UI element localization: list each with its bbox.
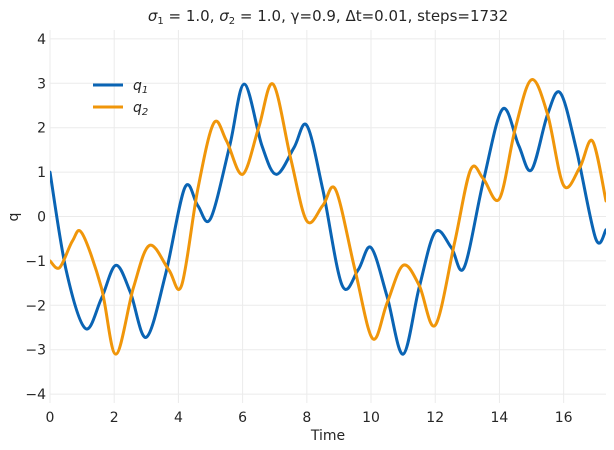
y-tick-label: 3 [37, 76, 46, 92]
series-line-q1 [50, 82, 606, 356]
y-tick-label: 4 [37, 32, 46, 48]
y-tick-label: 0 [37, 210, 46, 226]
series-line-q2 [50, 78, 606, 356]
x-tick-label: 8 [302, 410, 311, 426]
chart-title: σ1 = 1.0, σ2 = 1.0, γ=0.9, Δt=0.01, step… [148, 7, 508, 27]
y-axis-label: q [6, 213, 22, 222]
y-tick-labels: −4 −3 −2 −1 0 1 2 3 4 [25, 32, 46, 403]
x-axis-label: Time [310, 428, 345, 444]
x-tick-label: 6 [238, 410, 247, 426]
y-tick-label: −2 [25, 298, 46, 314]
x-tick-label: 0 [46, 410, 55, 426]
legend-label-q1: q1 [133, 78, 148, 96]
x-tick-label: 12 [426, 410, 444, 426]
y-tick-label: −4 [25, 387, 46, 403]
y-tick-label: −3 [25, 343, 46, 359]
legend: q1 q2 [93, 78, 148, 118]
y-tick-label: 2 [37, 121, 46, 137]
x-tick-label: 4 [174, 410, 183, 426]
legend-label-q2: q2 [133, 100, 148, 118]
x-tick-labels: 0 2 4 6 8 10 12 14 16 [46, 410, 573, 426]
x-tick-label: 10 [362, 410, 380, 426]
y-tick-label: 1 [37, 165, 46, 181]
x-tick-label: 2 [110, 410, 119, 426]
series-lines [50, 78, 606, 356]
x-tick-label: 16 [555, 410, 573, 426]
y-tick-label: −1 [25, 254, 46, 270]
x-tick-label: 14 [491, 410, 509, 426]
